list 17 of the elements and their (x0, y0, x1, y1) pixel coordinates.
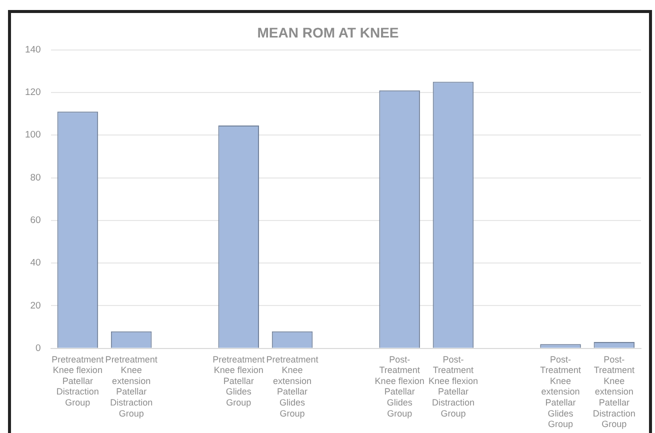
x-tick-label: Post-Treatment Knee extension Patellar Distraction Group (592, 354, 636, 430)
y-tick-label: 0 (36, 343, 41, 354)
x-tick-label: Post-Treatment Knee flexion Patellar Glides Group (374, 354, 424, 418)
y-tick-label: 120 (24, 87, 41, 98)
x-tick-label: Pretreatment Knee flexion Patellar Distraction Group (52, 354, 104, 408)
y-tick-label: 140 (24, 44, 41, 56)
y-tick-label: 60 (30, 215, 41, 226)
x-tick-label: Post-Treatment Knee extension Patellar Glides Group (540, 354, 582, 430)
x-tick-label: Post-Treatment Knee flexion Patellar Distraction Group (428, 354, 478, 418)
x-tick-label: Pretreatment Knee extension Patellar Glides Group (266, 354, 319, 418)
x-tick-label: Pretreatment Knee flexion Patellar Glides Group (212, 354, 266, 408)
y-tick-label: 20 (30, 300, 41, 312)
y-tick-label: 40 (30, 258, 41, 269)
chart-title: MEAN ROM AT KNEE (257, 24, 399, 40)
x-tick-label: Pretreatment Knee extension Patellar Distraction Group (105, 354, 158, 418)
y-tick-label: 100 (24, 130, 41, 141)
y-tick-label: 80 (30, 172, 41, 184)
